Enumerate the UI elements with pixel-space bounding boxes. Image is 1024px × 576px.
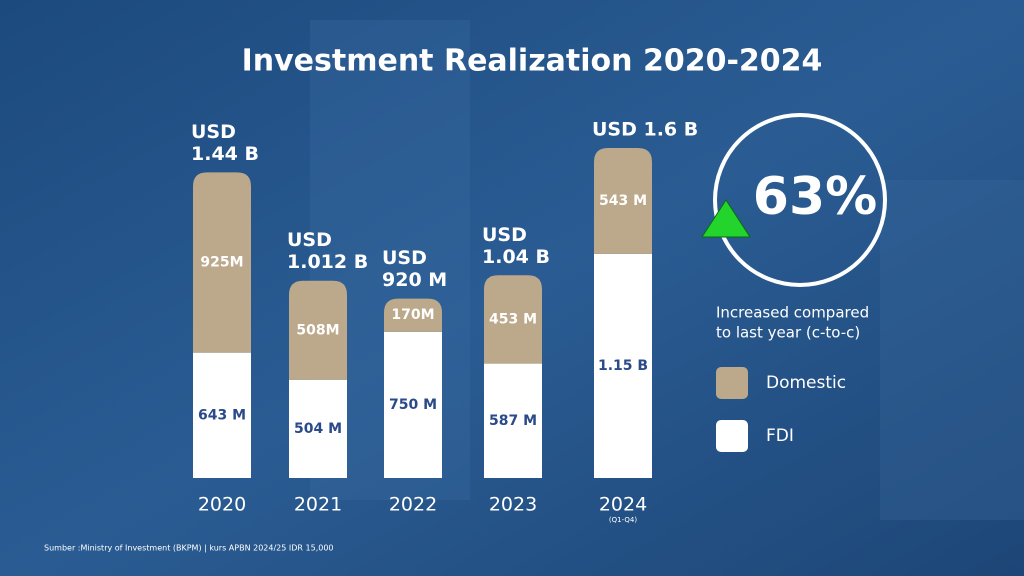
bar-segment bbox=[289, 379, 347, 478]
segment-label: 504 M bbox=[294, 421, 342, 437]
total-label: 920 M bbox=[382, 269, 447, 291]
total-label: 1.04 B bbox=[482, 246, 550, 268]
bar-segment bbox=[384, 331, 442, 478]
bar-segment bbox=[193, 172, 251, 353]
bar-segment bbox=[594, 253, 652, 478]
legend-label: FDI bbox=[766, 426, 794, 446]
segment-label: 1.15 B bbox=[598, 358, 648, 374]
segment-label: 587 M bbox=[489, 413, 537, 429]
chart-title: Investment Realization 2020-2024 bbox=[242, 44, 823, 79]
total-label: 1.012 B bbox=[287, 251, 368, 273]
bar-segment bbox=[289, 280, 347, 380]
badge-circle bbox=[713, 113, 887, 287]
badge-caption: Increased compared bbox=[716, 304, 869, 322]
x-tick-label: 2023 bbox=[489, 494, 537, 516]
segment-label: 170M bbox=[391, 307, 434, 323]
x-tick-label: 2022 bbox=[389, 494, 437, 516]
segment-label: 453 M bbox=[489, 311, 537, 327]
total-label: USD 1.6 B bbox=[592, 119, 698, 141]
building-shape bbox=[880, 180, 1024, 520]
x-tick-label: 2021 bbox=[294, 494, 342, 516]
x-tick-label: 2020 bbox=[198, 494, 246, 516]
period-note: (Q1-Q4) bbox=[609, 516, 637, 524]
total-label: 1.44 B bbox=[191, 143, 259, 165]
total-label: USD bbox=[382, 247, 427, 269]
total-label: USD bbox=[191, 121, 236, 143]
legend-swatch bbox=[716, 367, 748, 399]
up-arrow bbox=[701, 199, 751, 238]
x-tick-label: 2024 bbox=[599, 494, 647, 516]
badge-caption: to last year (c-to-c) bbox=[716, 324, 860, 342]
bar-segment bbox=[484, 363, 542, 478]
total-label: USD bbox=[287, 229, 332, 251]
bar-segment bbox=[193, 352, 251, 478]
segment-label: 508M bbox=[296, 322, 339, 338]
legend-label: Domestic bbox=[766, 373, 846, 393]
badge-value: 63% bbox=[753, 167, 877, 227]
bar-segment bbox=[384, 298, 442, 332]
bar-segment bbox=[594, 148, 652, 254]
legend-swatch bbox=[716, 420, 748, 452]
total-label: USD bbox=[482, 224, 527, 246]
segment-label: 643 M bbox=[198, 407, 246, 423]
segment-label: 750 M bbox=[389, 397, 437, 413]
source-note: Sumber :Ministry of Investment (BKPM) | … bbox=[44, 544, 334, 553]
segment-label: 543 M bbox=[599, 193, 647, 209]
bar-segment bbox=[484, 275, 542, 364]
segment-label: 925M bbox=[200, 255, 243, 271]
